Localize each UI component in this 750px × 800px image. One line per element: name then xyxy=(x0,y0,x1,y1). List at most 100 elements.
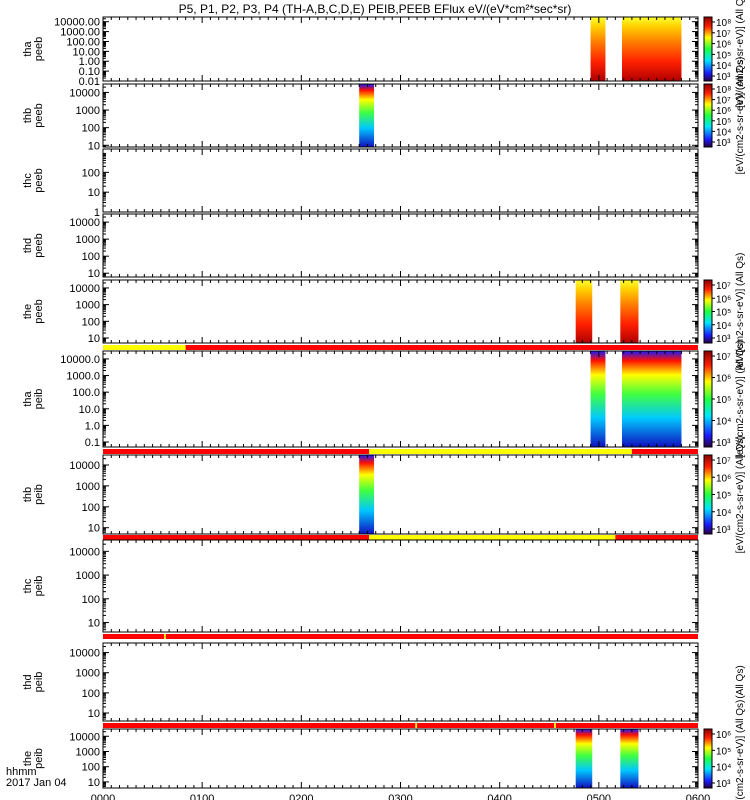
y-tick-label: 100.0 xyxy=(72,387,100,399)
y-tick-label: 100 xyxy=(82,251,100,263)
colorbar-1 xyxy=(703,83,713,148)
colorbar-label: [eV/(cm2-s-sr-eV)] (All Qs) xyxy=(735,700,746,800)
y-tick-label: 1000 xyxy=(76,570,100,582)
y-tick-label: 10 xyxy=(88,333,100,345)
y-tick-label: 1.0 xyxy=(85,420,100,432)
colorbar-5 xyxy=(703,350,713,448)
colorbar-tick-label: 10⁶ xyxy=(716,374,731,385)
panel-ylabel: peeb xyxy=(33,299,45,323)
spectrogram-block-0-1 xyxy=(621,17,682,81)
panel-ylabel: peib xyxy=(33,748,45,769)
panel-frame-0 xyxy=(102,16,699,82)
colorbar-tick-label: 10⁵ xyxy=(716,117,731,128)
panel-frame-7 xyxy=(102,539,699,633)
colorbar-tick-label: 10⁵ xyxy=(716,491,731,502)
colorbar-tick-label: 10³ xyxy=(716,138,731,149)
y-tick-label: 1000.0 xyxy=(66,371,100,383)
state-bar-segment-5-2 xyxy=(631,449,698,454)
state-bar-segment-8-3 xyxy=(554,723,557,728)
colorbar-tick-label: 10⁵ xyxy=(716,308,731,319)
panel-ylabel: thc xyxy=(22,173,34,188)
colorbar-tick-label: 10⁶ xyxy=(716,730,731,741)
panel-ylabel: thd xyxy=(22,674,34,689)
panel-ylabel: tha xyxy=(22,390,34,406)
panel-ylabel: peib xyxy=(33,576,45,597)
panel-frame-3 xyxy=(102,213,699,278)
y-tick-label: 0.10 xyxy=(79,66,100,78)
panel-frame-1 xyxy=(102,83,699,148)
x-tick-label: 0200 xyxy=(289,793,313,800)
colorbar-tick-label: 10⁵ xyxy=(716,50,731,61)
colorbar-tick-label: 10⁴ xyxy=(716,61,731,72)
colorbar-tick-label: 10³ xyxy=(716,438,731,449)
y-tick-label: 100 xyxy=(82,688,100,700)
y-tick-label: 10 xyxy=(88,187,100,199)
colorbar-label: [eV/(cm2-s-sr-eV)] (All Qs) xyxy=(735,0,746,108)
y-tick-label: 10000 xyxy=(69,217,100,229)
y-tick-label: 100 xyxy=(82,167,100,179)
spectrogram-block-1-0 xyxy=(359,84,375,147)
figure-title: P5, P1, P2, P3, P4 (TH-A,B,C,D,E) PEIB,P… xyxy=(179,2,572,16)
colorbar-tick-label: 10³ xyxy=(716,779,731,790)
colorbar-9 xyxy=(703,728,713,789)
spectrogram-block-9-1 xyxy=(620,729,639,788)
colorbar-0 xyxy=(703,16,713,82)
state-bar-segment-8-1 xyxy=(415,723,418,728)
panel-frame-4 xyxy=(102,279,699,344)
colorbar-tick-label: 10⁶ xyxy=(716,473,731,484)
colorbar-tick-label: 10⁴ xyxy=(716,417,731,428)
spectrogram-block-9-0 xyxy=(575,729,593,788)
panel-frame-5 xyxy=(102,350,699,448)
colorbar-tick-label: 10³ xyxy=(716,525,731,536)
y-tick-label: 1000.00 xyxy=(60,27,100,39)
colorbar-tick-label: 10⁴ xyxy=(716,508,731,519)
spectrogram-block-5-0 xyxy=(590,351,606,447)
panel-ylabel: thb xyxy=(22,108,34,123)
y-tick-label: 1000 xyxy=(76,481,100,493)
y-tick-label: 0.1 xyxy=(85,437,100,449)
y-tick-label: 1000 xyxy=(76,300,100,312)
x-tick-label: 0100 xyxy=(190,793,214,800)
y-tick-label: 100 xyxy=(82,762,100,774)
spectrogram-block-4-1 xyxy=(620,280,639,343)
panel-frame-9 xyxy=(102,728,699,789)
colorbar-tick-label: 10⁵ xyxy=(716,746,731,757)
colorbar-tick-label: 10⁷ xyxy=(716,96,731,107)
state-bar-segment-5-1 xyxy=(369,449,632,454)
panel-ylabel: peeb xyxy=(33,168,45,192)
state-bar-segment-7-0 xyxy=(103,634,165,639)
colorbar-tick-label: 10⁶ xyxy=(716,294,731,305)
colorbar-tick-label: 10⁷ xyxy=(716,29,731,40)
time-axis-label: hhmm xyxy=(6,766,37,778)
date-label: 2017 Jan 04 xyxy=(6,777,67,789)
y-tick-label: 10.0 xyxy=(79,404,100,416)
state-bar-segment-8-4 xyxy=(555,723,698,728)
spectrogram-block-6-0 xyxy=(359,455,375,534)
y-tick-label: 10 xyxy=(88,523,100,535)
colorbar-label: [eV/(cm2-s-sr-eV)] (All Qs) xyxy=(735,340,746,458)
colorbar-label: [eV/(cm2-s-sr-eV)] (All Qs) xyxy=(735,57,746,175)
colorbar-label: (All Qs) xyxy=(735,665,746,698)
colorbar-tick-label: 10³ xyxy=(716,72,731,83)
y-tick-label: 100 xyxy=(82,502,100,514)
x-tick-label: 0000 xyxy=(91,793,115,800)
panel-ylabel: the xyxy=(22,304,34,319)
colorbar-tick-label: 10⁴ xyxy=(716,763,731,774)
y-tick-label: 1000 xyxy=(76,668,100,680)
y-tick-label: 1.00 xyxy=(79,56,100,68)
y-tick-label: 10000 xyxy=(69,460,100,472)
colorbar-tick-label: 10⁸ xyxy=(716,85,731,96)
colorbar-tick-label: 10⁶ xyxy=(716,40,731,51)
x-tick-label: 0600 xyxy=(686,793,710,800)
panel-ylabel: tha xyxy=(22,40,34,56)
state-bar-segment-4-0 xyxy=(103,345,186,350)
y-tick-label: 10000 xyxy=(69,546,100,558)
colorbar-tick-label: 10⁵ xyxy=(716,395,731,406)
y-tick-label: 10000.0 xyxy=(60,354,100,366)
y-tick-label: 100.00 xyxy=(66,36,100,48)
panel-ylabel: peeb xyxy=(33,103,45,127)
state-bar-segment-7-2 xyxy=(165,634,699,639)
y-tick-label: 1000 xyxy=(76,105,100,117)
